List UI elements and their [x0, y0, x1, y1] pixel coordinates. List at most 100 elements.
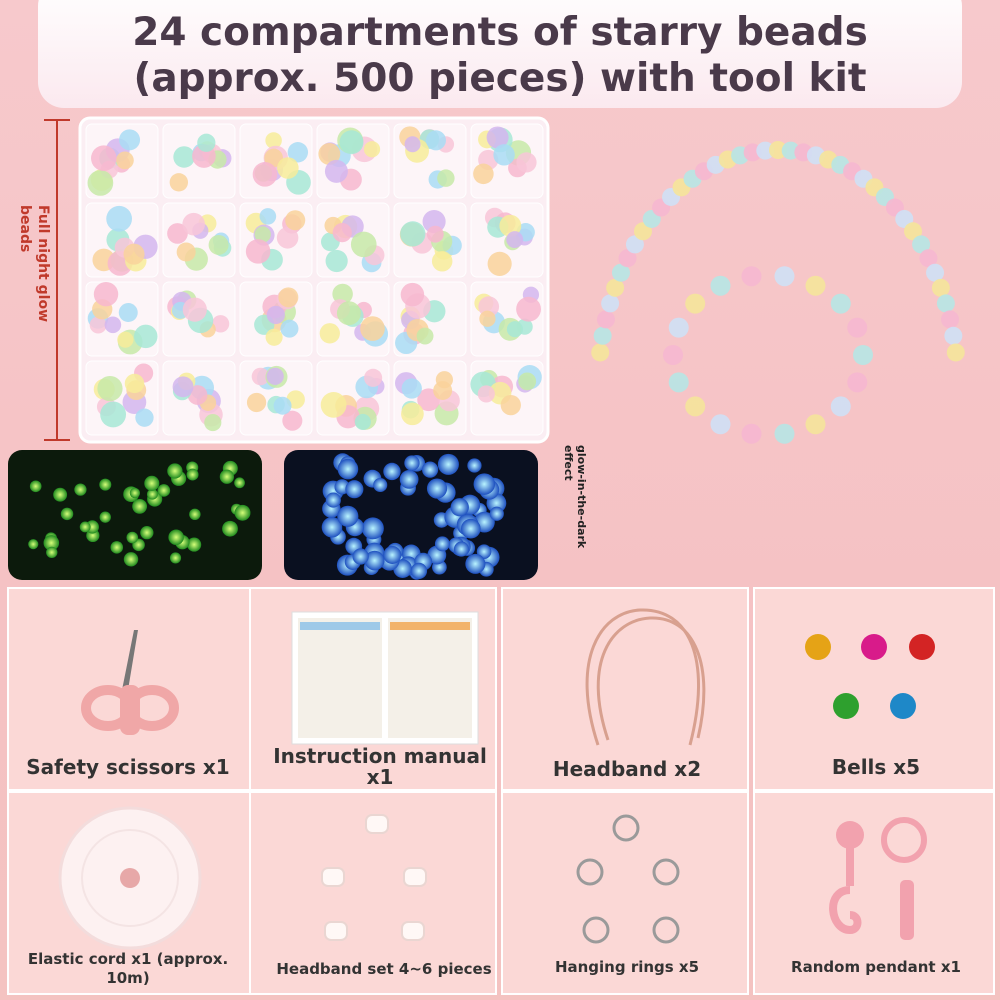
bead [259, 208, 277, 225]
bead [135, 408, 154, 427]
bead [133, 324, 158, 349]
glow-bead [144, 475, 160, 491]
item-label: Safety scissors x1 [26, 755, 230, 779]
necklace-bead [593, 326, 612, 345]
glow-bead [364, 550, 385, 571]
bead [245, 239, 271, 264]
bead [401, 378, 422, 399]
item-cell [753, 587, 995, 791]
bead [280, 319, 299, 338]
bead [400, 221, 426, 247]
bead [339, 130, 364, 155]
bead [350, 231, 377, 258]
bead [364, 368, 383, 387]
glow-bead [453, 541, 470, 557]
glow-bead [467, 458, 482, 473]
bead [320, 391, 347, 418]
rings-icon [576, 814, 680, 944]
bead [324, 159, 348, 183]
glow-bead [426, 478, 448, 499]
bead [278, 287, 299, 308]
glow-bead [132, 498, 148, 514]
bead [332, 223, 352, 243]
bead [416, 327, 434, 345]
bead [318, 143, 341, 165]
bead [360, 316, 385, 341]
bead [104, 316, 122, 334]
glow-bead [126, 531, 139, 544]
bracelet-bead [774, 423, 795, 444]
necklace-bead [601, 294, 620, 313]
glow-bead [157, 484, 171, 497]
glow-bead [345, 480, 364, 499]
bead [477, 385, 495, 403]
glow-bead [460, 518, 481, 539]
glow-bead [189, 508, 201, 521]
bead [336, 301, 361, 326]
necklace-bead [926, 263, 945, 282]
bead [172, 376, 194, 398]
glow-bead [321, 517, 343, 538]
item-label: Headband x2 [552, 757, 702, 781]
pendant-icon [829, 817, 927, 940]
bead [204, 413, 222, 432]
bead [266, 305, 285, 325]
glow-bead [399, 470, 419, 489]
glow-bead [234, 477, 245, 489]
bead [116, 151, 134, 170]
glow-beads-label: Full night glow beads [17, 205, 51, 322]
necklace-bead [756, 141, 775, 160]
bead [332, 283, 353, 305]
necklace-bead [946, 343, 965, 362]
bead [506, 231, 524, 249]
necklace-bead [944, 326, 963, 345]
bead [117, 331, 134, 348]
item-label: Random pendant x1 [791, 958, 961, 976]
glow-bead [383, 462, 401, 481]
item-label: Elastic cord x1 (approx. 10m) [27, 950, 229, 987]
glow-bead [79, 521, 91, 533]
bead [285, 210, 306, 231]
glow-bead [60, 507, 74, 521]
item-cell [7, 587, 255, 791]
bead [251, 367, 270, 386]
necklace-bead [611, 263, 630, 282]
bells-icon [805, 634, 935, 719]
compartments [85, 123, 544, 436]
glow-beads [28, 453, 507, 580]
bead [282, 410, 303, 431]
necklace-bead [936, 294, 955, 313]
item-label: Instruction manual x1 [273, 744, 487, 789]
glow-bead [110, 541, 124, 554]
necklace-bead [919, 249, 938, 268]
necklace-bead [591, 343, 610, 362]
item-label: Headband set 4~6 pieces [276, 960, 492, 978]
bead [287, 142, 309, 163]
necklace-bead [904, 222, 923, 241]
bead [252, 162, 278, 187]
glow-bead [168, 529, 184, 545]
bead [97, 375, 123, 402]
bracelet-bead [741, 266, 762, 287]
bracelet-bead [830, 293, 851, 314]
bracelet-bead [774, 266, 795, 287]
bead [246, 392, 267, 413]
bead [173, 146, 195, 168]
bracelet-bead [668, 372, 689, 393]
bead [87, 170, 114, 196]
bracelet-bead [685, 293, 706, 314]
bead [273, 396, 292, 415]
glow-bead [167, 463, 183, 479]
item-label: Hanging rings x5 [554, 958, 700, 976]
bead [433, 381, 453, 401]
necklace-bead [618, 249, 637, 268]
glow-bead [140, 526, 154, 540]
glow-bead [473, 473, 496, 495]
bead [265, 132, 282, 149]
bead [518, 372, 537, 391]
glow-bead [53, 487, 68, 502]
glow-bead [169, 552, 182, 564]
title-line: (approx. 500 pieces) with tool kit [133, 56, 867, 101]
